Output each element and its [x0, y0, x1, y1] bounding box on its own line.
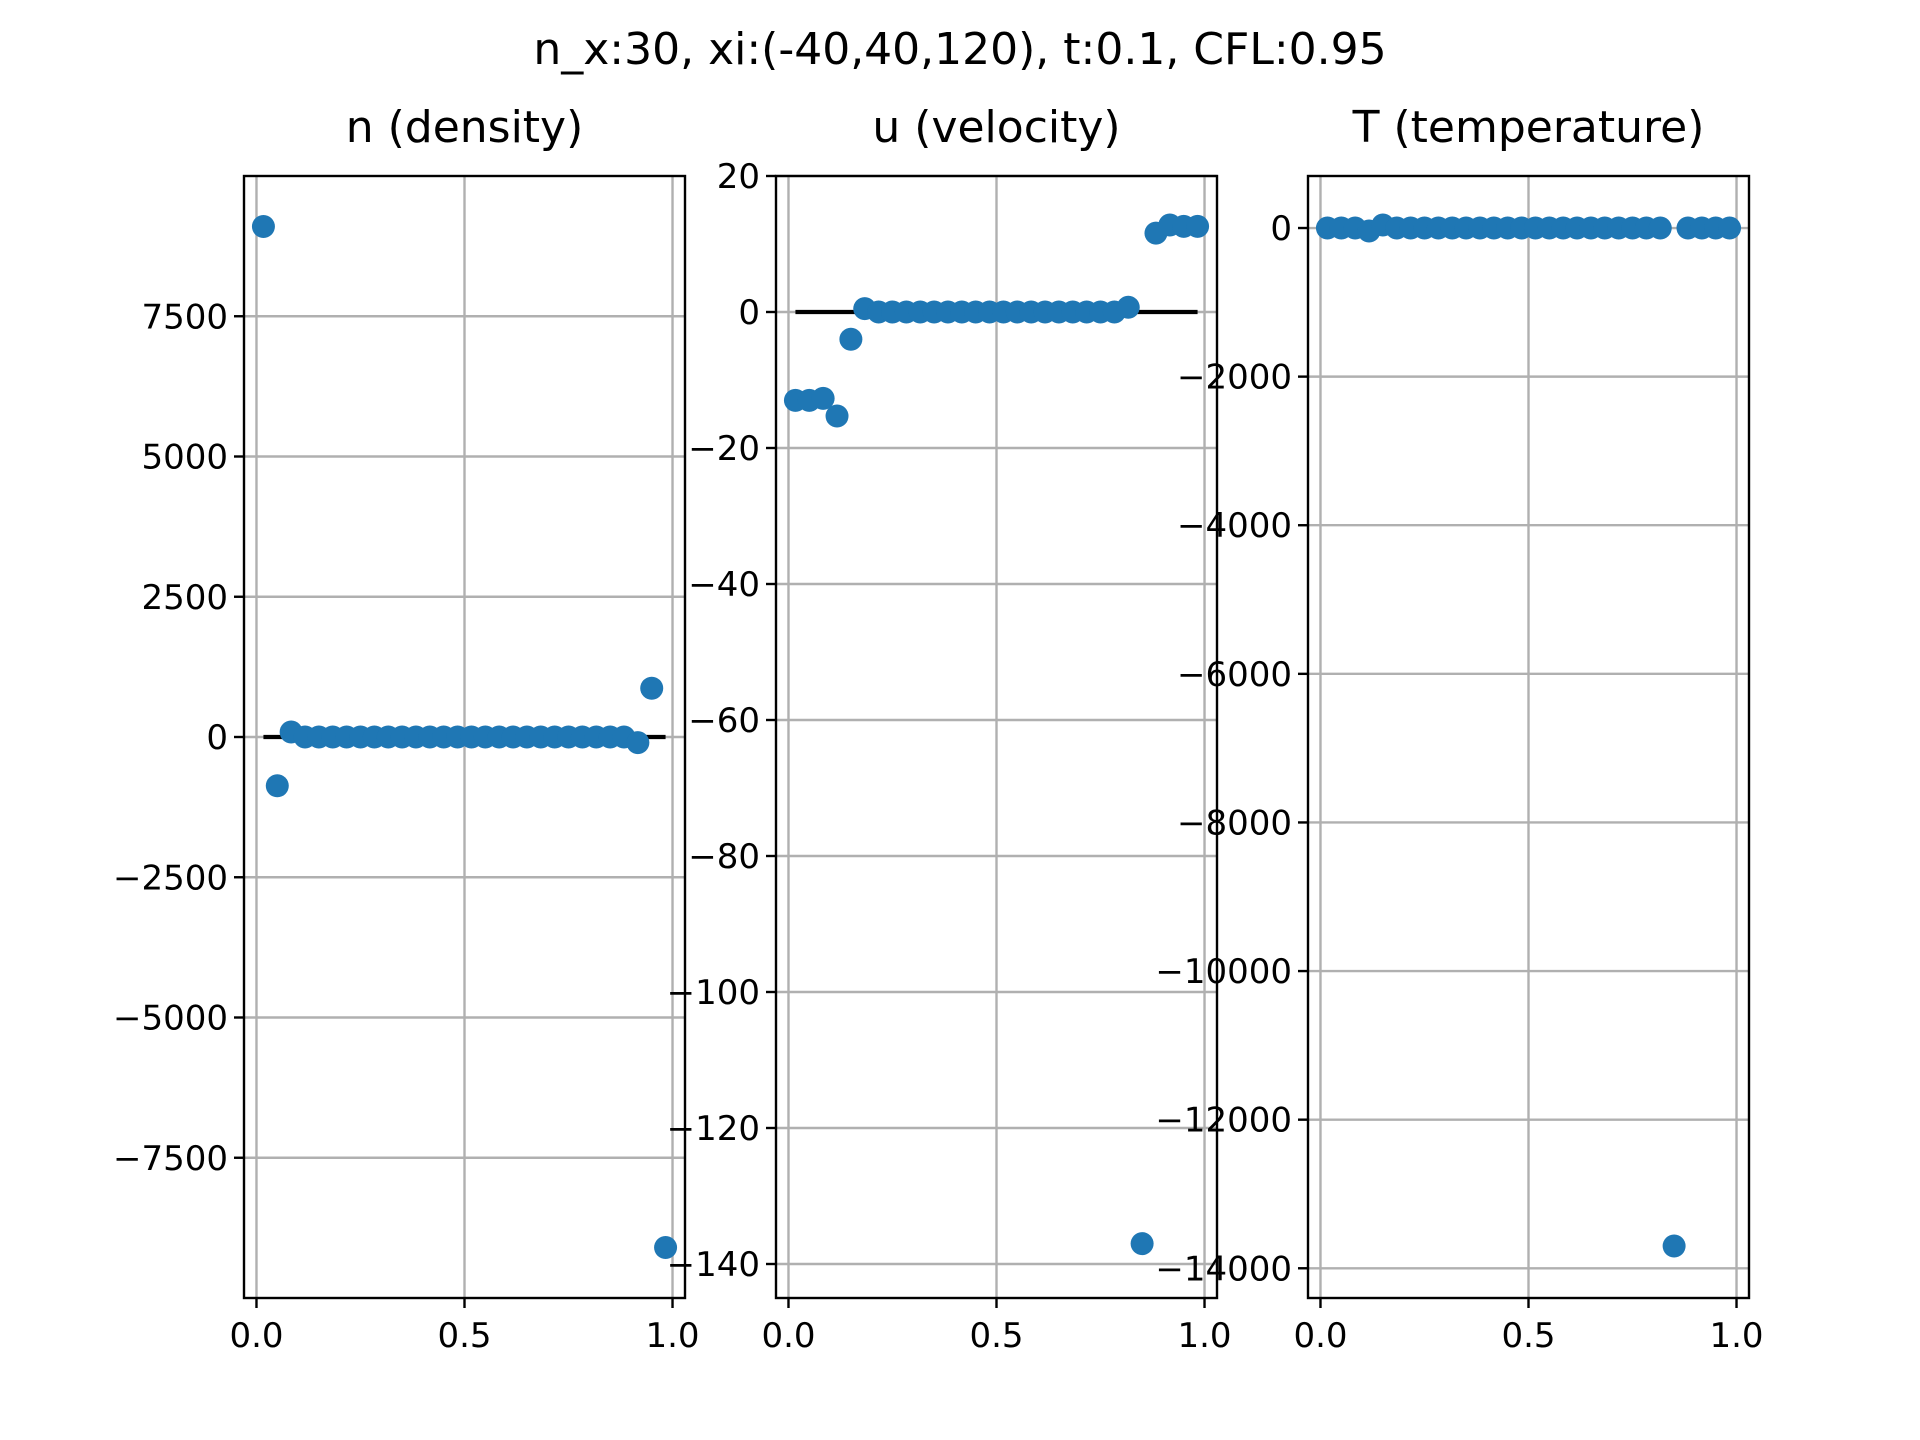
velocity-ytick-label-8: 20	[717, 157, 760, 197]
velocity-point-25	[1130, 1232, 1154, 1256]
velocity-ytick-label-2: −100	[667, 973, 760, 1013]
density-ytick-label-6: 7500	[141, 297, 228, 337]
velocity-ytick-label-0: −140	[667, 1245, 760, 1285]
temperature-title: T (temperature)	[1352, 102, 1705, 153]
density-title: n (density)	[346, 102, 584, 153]
velocity-ytick-label-5: −40	[688, 565, 760, 605]
density-ytick-label-4: 2500	[141, 578, 228, 618]
figure-suptitle: n_x:30, xi:(-40,40,120), t:0.1, CFL:0.95	[533, 24, 1386, 75]
velocity-xtick-label-1: 0.5	[969, 1316, 1023, 1356]
density-point-0	[251, 214, 275, 238]
temperature-ytick-label-5: −4000	[1177, 506, 1292, 546]
velocity-ytick-label-4: −60	[688, 701, 760, 741]
density-point-1	[265, 774, 289, 798]
temperature-ytick-label-1: −12000	[1155, 1101, 1292, 1141]
velocity-ytick-label-7: 0	[738, 293, 760, 333]
velocity-point-2	[811, 386, 835, 410]
density-ytick-label-5: 5000	[141, 438, 228, 478]
temperature-point-25	[1662, 1234, 1686, 1258]
panel-velocity: 0.0 0.5 1.0 −140 −120 −100 −80 −60 −40 −20 0 20 u (v…	[667, 102, 1232, 1356]
temperature-ytick-label-2: −10000	[1155, 952, 1292, 992]
density-ytick-label-2: −2500	[113, 858, 228, 898]
density-xtick-label-2: 1.0	[645, 1316, 699, 1356]
velocity-ytick-label-3: −80	[688, 837, 760, 877]
density-ytick-label-1: −5000	[113, 999, 228, 1039]
velocity-ytick-label-6: −20	[688, 429, 760, 469]
temperature-ytick-label-4: −6000	[1177, 655, 1292, 695]
panel-density: 0.0 0.5 1.0 −7500 −5000 −2500 0 2500 5000 7500 n (…	[113, 102, 700, 1356]
velocity-ytick-label-1: −120	[667, 1109, 760, 1149]
density-point-27	[626, 731, 650, 755]
panel-temperature: 0.0 0.5 1.0 −14000 −12000 −10000 −8000 −6000 −40…	[1155, 102, 1763, 1356]
temperature-point-29	[1718, 216, 1742, 240]
temperature-xtick-label-0: 0.0	[1293, 1316, 1347, 1356]
temperature-ytick-label-0: −14000	[1155, 1249, 1292, 1289]
velocity-point-3	[825, 404, 849, 428]
density-ytick-label-3: 0	[206, 718, 228, 758]
velocity-point-4	[839, 327, 863, 351]
density-xtick-label-0: 0.0	[229, 1316, 283, 1356]
density-ytick-label-0: −7500	[113, 1139, 228, 1179]
temperature-ytick-label-6: −2000	[1177, 358, 1292, 398]
velocity-xtick-label-2: 1.0	[1177, 1316, 1231, 1356]
velocity-xtick-label-0: 0.0	[761, 1316, 815, 1356]
temperature-ytick-label-3: −8000	[1177, 803, 1292, 843]
temperature-point-24	[1648, 216, 1672, 240]
velocity-point-29	[1186, 214, 1210, 238]
temperature-ytick-label-7: 0	[1270, 209, 1292, 249]
velocity-point-24	[1116, 295, 1140, 319]
density-xtick-label-1: 0.5	[437, 1316, 491, 1356]
density-point-29	[654, 1236, 678, 1260]
density-point-28	[640, 676, 664, 700]
temperature-xtick-label-2: 1.0	[1709, 1316, 1763, 1356]
velocity-title: u (velocity)	[872, 102, 1120, 153]
temperature-xtick-label-1: 0.5	[1501, 1316, 1555, 1356]
